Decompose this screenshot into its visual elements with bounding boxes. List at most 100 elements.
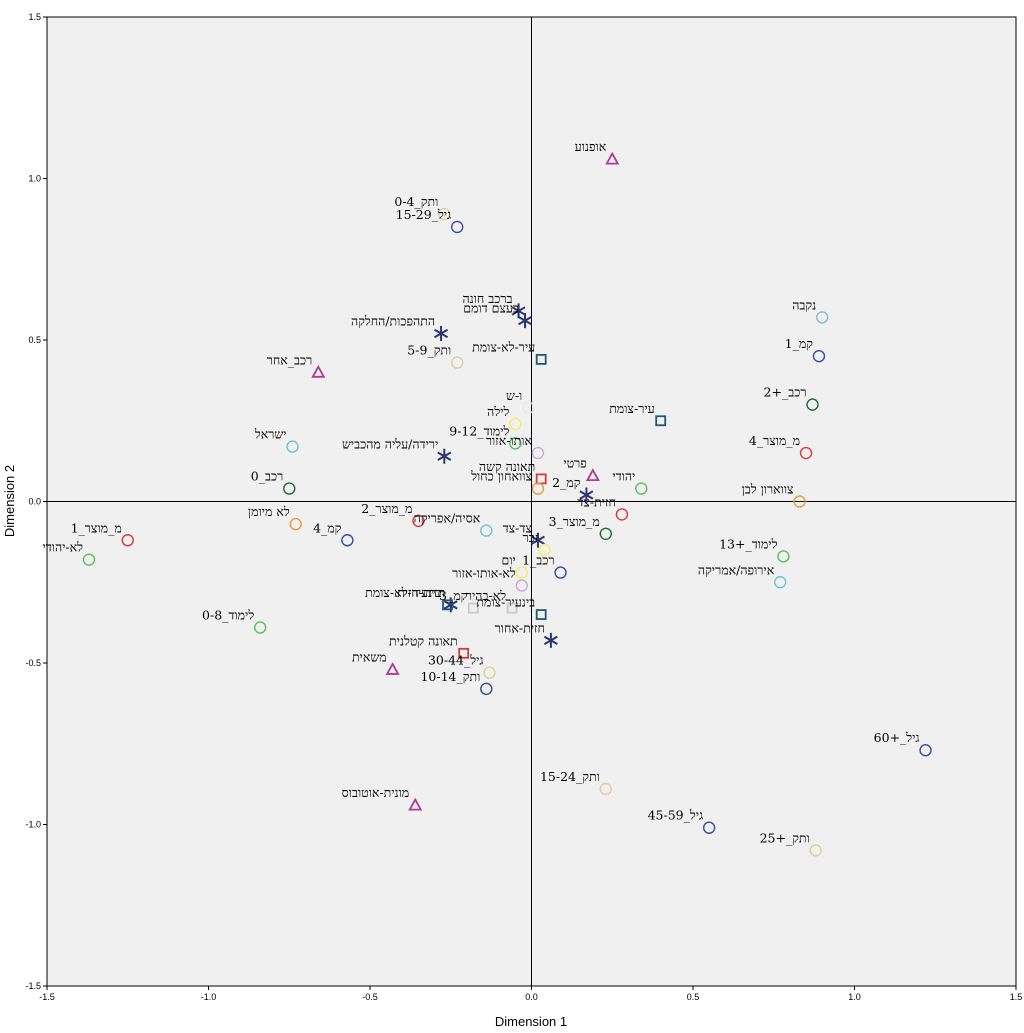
data-point [816, 311, 829, 324]
x-tick-label: -0.5 [362, 992, 378, 1002]
point-label: רכב_1 [522, 553, 554, 568]
point-label: מונית-אוטובוס [342, 785, 410, 800]
data-point [283, 482, 296, 495]
point-label: לא מיומן [248, 504, 290, 519]
data-point [509, 417, 522, 431]
data-point [286, 440, 299, 453]
data-point [793, 495, 806, 508]
data-point [702, 821, 716, 834]
data-point [919, 744, 932, 757]
data-point [554, 566, 567, 579]
point-label: חזית-חזית [397, 585, 445, 600]
point-label: עיר-צומת [609, 401, 655, 416]
point-label: קמ_2 [552, 475, 581, 490]
point-label: בינעיר-צומת [476, 595, 535, 610]
point-label: ירידה/עליה מהכביש [342, 436, 438, 451]
data-point [535, 353, 547, 365]
point-label: פרטי [563, 456, 587, 471]
data-point [774, 576, 787, 589]
data-point [809, 844, 822, 857]
point-label: ותק_0-4 [394, 194, 438, 209]
y-tick-label: -1.5 [25, 981, 41, 991]
point-label: לא-יהודי [42, 540, 83, 555]
data-point [515, 579, 529, 592]
data-point [434, 326, 449, 342]
data-point [799, 446, 813, 460]
x-tick-label: 0.0 [525, 992, 538, 1002]
y-tick-label: 1.0 [28, 174, 41, 184]
x-tick-label: 1.0 [848, 992, 861, 1002]
data-point [480, 524, 493, 537]
point-label: רכב_0 [251, 469, 283, 484]
y-tick-label: -1.0 [25, 820, 41, 830]
data-point [812, 349, 826, 363]
point-label: זכר [523, 530, 539, 545]
point-label: קמ_1 [785, 336, 814, 351]
point-label: צווארון לבן [742, 482, 794, 497]
data-point [412, 514, 425, 528]
data-point [121, 534, 134, 547]
data-point [341, 534, 354, 547]
data-point [480, 682, 493, 696]
data-point [635, 482, 648, 495]
data-point [442, 599, 453, 611]
y-axis-title: Dimension 2 [2, 465, 17, 537]
point-label: צוואחון כחול [470, 469, 532, 484]
point-label: ישראל [254, 427, 287, 442]
point-label: ו-ש [506, 388, 522, 403]
data-point [585, 468, 600, 482]
point-label: חזית-צד [577, 494, 616, 509]
data-point [579, 487, 594, 503]
x-tick-label: -1.0 [201, 992, 217, 1002]
point-label: ותק_10-14 [420, 669, 480, 684]
point-label: רכב_+2 [764, 385, 807, 400]
data-point [82, 553, 96, 566]
point-label: אופנוע [575, 139, 607, 154]
data-point [655, 415, 667, 427]
data-point [483, 666, 496, 679]
data-point [518, 313, 533, 329]
x-tick-label: -1.5 [39, 992, 55, 1002]
point-label: רכב_אחר [267, 352, 313, 367]
data-point [515, 566, 529, 579]
data-point [289, 517, 302, 531]
y-tick-label: 0.0 [28, 497, 41, 507]
point-label: לימוד_0-8 [202, 607, 254, 622]
data-point [506, 602, 518, 614]
y-tick-label: 0.5 [28, 335, 41, 345]
point-label: חזית-אחור [495, 620, 545, 635]
point-label: נקבה [792, 297, 816, 312]
point-label: לא-אותו-אזור [452, 565, 516, 580]
point-label: תאונה קשה [479, 459, 535, 474]
point-label: יום [502, 553, 516, 568]
point-label: גיל_45-59 [648, 808, 704, 823]
data-point [531, 482, 545, 495]
data-point [467, 602, 479, 614]
point-label: ותק_5-9 [407, 343, 451, 358]
point-label: ותק_+25 [760, 830, 810, 845]
data-point [451, 220, 464, 234]
x-axis-title: Dimension 1 [495, 1014, 567, 1029]
point-label: צד-צד [503, 520, 533, 535]
point-label: גיל_30-44 [428, 653, 484, 668]
point-label: התהפכות/החלקה [351, 314, 435, 329]
data-point [531, 446, 545, 460]
y-tick-label: 1.5 [28, 12, 41, 22]
point-label: לימוד_+13 [719, 536, 778, 551]
data-point [599, 782, 612, 796]
data-point [806, 398, 819, 411]
y-axis-ticks: -1.5 -1.0 -0.5 0.0 0.5 1.0 1.5 [25, 12, 47, 991]
data-point [535, 609, 547, 620]
point-label: משאית [352, 649, 387, 664]
data-point [511, 303, 526, 319]
point-label: קמ_4 [313, 520, 342, 535]
data-point [543, 632, 558, 648]
point-label: יהודי [612, 469, 635, 484]
point-label: ותק_15-24 [540, 769, 600, 784]
point-label: לא-בהיר [466, 588, 506, 603]
x-tick-label: 0.5 [687, 992, 700, 1002]
data-point [605, 151, 620, 165]
data-point [438, 207, 451, 221]
